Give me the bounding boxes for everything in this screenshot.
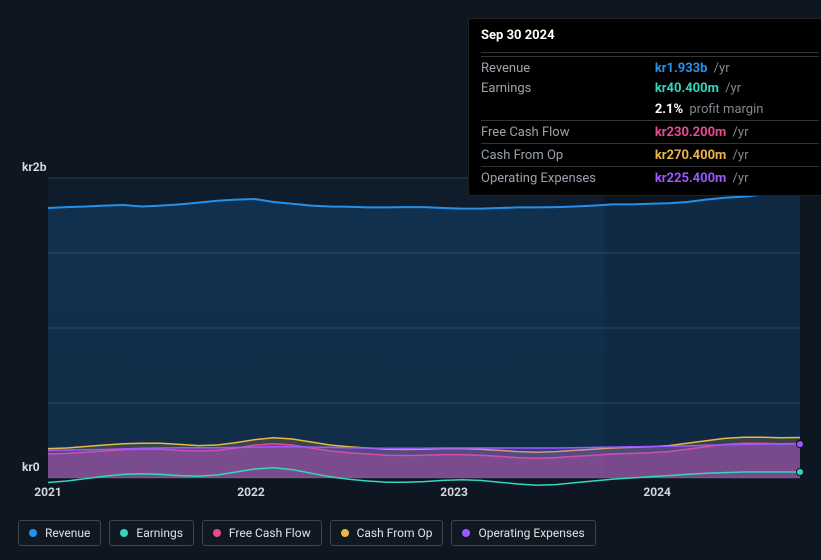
legend-dot-icon	[29, 529, 37, 537]
x-axis-tick: 2023	[440, 485, 468, 499]
tooltip-row-value: kr40.400m /yr	[655, 79, 819, 100]
tooltip-row-label: Operating Expenses	[481, 166, 655, 189]
legend-label: Free Cash Flow	[229, 526, 311, 540]
x-axis-tick: 2024	[643, 485, 671, 499]
legend: Revenue Earnings Free Cash Flow Cash From O…	[18, 520, 596, 546]
tooltip-row-label: Free Cash Flow	[481, 120, 655, 143]
tooltip-row-value: kr230.200m /yr	[655, 120, 819, 143]
tooltip-row-label	[481, 99, 655, 120]
area-revenue	[48, 191, 800, 478]
y-axis-max-label: kr2b	[22, 160, 46, 174]
legend-item-free_cash_flow[interactable]: Free Cash Flow	[202, 520, 322, 546]
legend-label: Operating Expenses	[478, 526, 584, 540]
legend-dot-icon	[213, 529, 221, 537]
legend-label: Revenue	[45, 526, 90, 540]
tooltip-row-value: 2.1% profit margin	[655, 99, 819, 120]
legend-label: Cash From Op	[357, 526, 433, 540]
chart-root: kr2bkr02021202220232024RevenueEarningsFr…	[0, 0, 821, 560]
legend-dot-icon	[462, 529, 470, 537]
legend-dot-icon	[341, 529, 349, 537]
tooltip-row-value: kr225.400m /yr	[655, 166, 819, 189]
y-axis-min-label: kr0	[22, 460, 40, 474]
legend-item-revenue[interactable]: Revenue	[18, 520, 101, 546]
tooltip-row-label: Earnings	[481, 79, 655, 100]
legend-dot-icon	[120, 529, 128, 537]
tooltip-row-label: Cash From Op	[481, 143, 655, 166]
area-operating_expenses	[48, 444, 800, 478]
legend-item-earnings[interactable]: Earnings	[109, 520, 194, 546]
x-axis-tick: 2021	[34, 485, 62, 499]
tooltip-row-value: kr1.933b /yr	[655, 56, 819, 79]
tooltip-row-value: kr270.400m /yr	[655, 143, 819, 166]
hover-tooltip: Sep 30 2024Revenuekr1.933b /yrEarningskr…	[468, 18, 821, 196]
legend-item-cash_from_op[interactable]: Cash From Op	[330, 520, 444, 546]
legend-item-operating_expenses[interactable]: Operating Expenses	[451, 520, 595, 546]
legend-label: Earnings	[136, 526, 183, 540]
tooltip-date: Sep 30 2024	[481, 25, 819, 49]
x-axis-tick: 2022	[237, 485, 265, 499]
tooltip-row-label: Revenue	[481, 56, 655, 79]
